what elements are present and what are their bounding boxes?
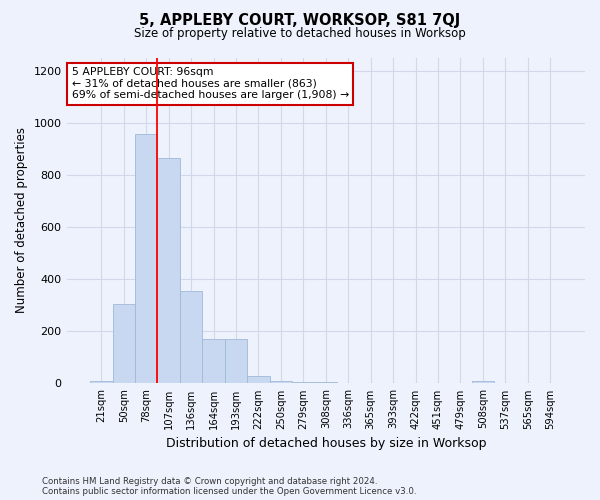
Bar bbox=[157, 158, 180, 384]
Bar bbox=[202, 339, 225, 384]
Bar bbox=[90, 381, 113, 384]
Text: 5 APPLEBY COURT: 96sqm
← 31% of detached houses are smaller (863)
69% of semi-de: 5 APPLEBY COURT: 96sqm ← 31% of detached… bbox=[72, 68, 349, 100]
Bar bbox=[180, 291, 202, 384]
X-axis label: Distribution of detached houses by size in Worksop: Distribution of detached houses by size … bbox=[166, 437, 486, 450]
Bar bbox=[225, 339, 247, 384]
Bar bbox=[113, 304, 135, 384]
Text: Size of property relative to detached houses in Worksop: Size of property relative to detached ho… bbox=[134, 28, 466, 40]
Bar bbox=[292, 382, 314, 384]
Bar bbox=[337, 383, 359, 384]
Bar bbox=[135, 134, 157, 384]
Bar bbox=[269, 381, 292, 384]
Text: 5, APPLEBY COURT, WORKSOP, S81 7QJ: 5, APPLEBY COURT, WORKSOP, S81 7QJ bbox=[139, 12, 461, 28]
Bar bbox=[359, 383, 382, 384]
Text: Contains HM Land Registry data © Crown copyright and database right 2024.
Contai: Contains HM Land Registry data © Crown c… bbox=[42, 476, 416, 496]
Bar bbox=[314, 382, 337, 384]
Bar bbox=[247, 376, 269, 384]
Bar bbox=[472, 381, 494, 384]
Y-axis label: Number of detached properties: Number of detached properties bbox=[15, 128, 28, 314]
